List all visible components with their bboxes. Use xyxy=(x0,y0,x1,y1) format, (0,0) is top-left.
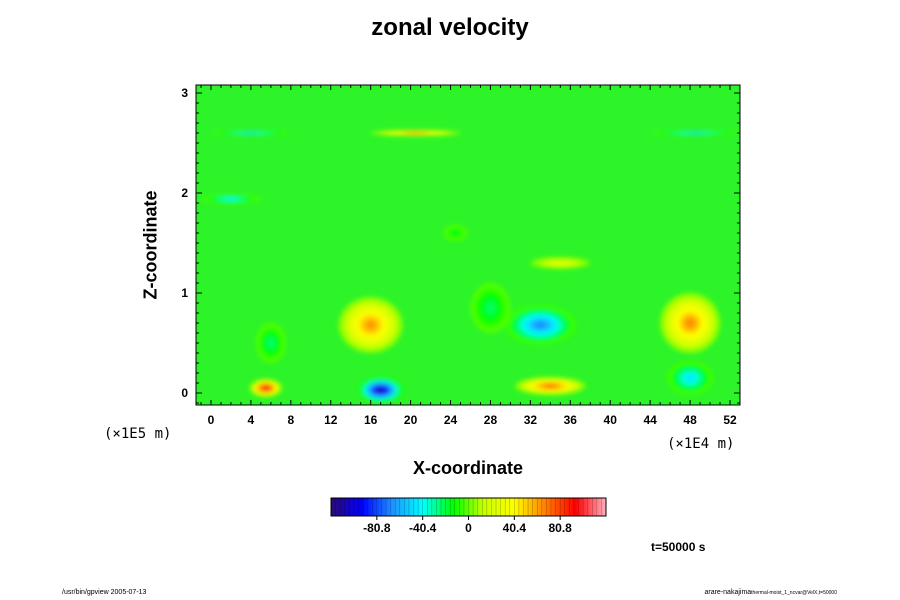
field-contour xyxy=(263,386,268,390)
y-tick-label: 3 xyxy=(181,86,188,100)
field-contour xyxy=(227,198,235,200)
field-feature xyxy=(504,305,577,345)
field-contour xyxy=(377,388,384,392)
colorbar-tick-label: -80.8 xyxy=(363,521,391,535)
field-feature xyxy=(370,130,461,136)
field-feature xyxy=(650,131,740,135)
field-contour xyxy=(687,375,693,381)
y-unit-label: (×1E5 m) xyxy=(104,426,172,442)
colorbar-tick-label: -40.4 xyxy=(409,521,437,535)
x-tick-label: 16 xyxy=(364,413,378,427)
footer-right-main: arare-nakajima xyxy=(704,589,752,596)
field-feature xyxy=(660,293,721,353)
field-contour xyxy=(488,305,493,311)
x-tick-label: 4 xyxy=(248,413,255,427)
time-label: t=50000 s xyxy=(651,540,706,554)
colorbar-tick-label: 80.8 xyxy=(548,521,572,535)
field-feature xyxy=(470,283,511,333)
plot-area xyxy=(195,84,741,406)
y-tick-label: 2 xyxy=(181,186,188,200)
field-feature xyxy=(667,361,714,395)
field-feature xyxy=(338,297,403,353)
field-feature xyxy=(515,377,586,395)
field-contour xyxy=(689,132,701,134)
x-unit-label: (×1E4 m) xyxy=(667,436,735,452)
field-feature xyxy=(530,257,591,269)
field-contour xyxy=(454,232,457,234)
field-feature xyxy=(357,377,404,403)
y-axis-label: Z-coordinate xyxy=(140,190,161,300)
x-tick-label: 40 xyxy=(604,413,618,427)
plot-frame xyxy=(195,84,741,406)
field-contour xyxy=(556,262,564,264)
x-tick-label: 8 xyxy=(287,413,294,427)
colorbar-tick-label: 0 xyxy=(465,521,472,535)
x-axis-label: X-coordinate xyxy=(412,458,524,478)
field-feature xyxy=(249,379,282,397)
footer-right-small: thermal-moist_1_ncvar@VelX,t=50000 xyxy=(751,590,837,596)
x-tick-label: 32 xyxy=(524,413,538,427)
field-contour xyxy=(546,384,555,388)
field-contour xyxy=(246,132,256,134)
x-tick-label: 48 xyxy=(683,413,697,427)
field-contour xyxy=(269,340,273,346)
x-tick-label: 0 xyxy=(208,413,215,427)
x-tick-label: 12 xyxy=(324,413,338,427)
field-feature xyxy=(200,194,261,204)
field-feature xyxy=(210,131,291,135)
field-feature xyxy=(255,323,286,363)
field-feature xyxy=(443,225,468,241)
y-tick-label: 0 xyxy=(181,386,188,400)
x-tick-label: 24 xyxy=(444,413,458,427)
x-tick-label: 28 xyxy=(484,413,498,427)
x-tick-label: 20 xyxy=(404,413,418,427)
field-contour xyxy=(536,322,545,328)
y-tick-label: 1 xyxy=(181,286,188,300)
chart-title: zonal velocity xyxy=(371,14,529,41)
field-contour xyxy=(366,321,375,329)
field-contour xyxy=(410,132,421,134)
plot-background xyxy=(196,85,740,405)
field-contour xyxy=(686,319,694,327)
footer-right: arare-nakajimathermal-moist_1_ncvar@VelX… xyxy=(704,589,837,596)
footer-left: /usr/bin/gpview 2005-07-13 xyxy=(62,589,147,596)
colorbar-tick-label: 40.4 xyxy=(503,521,527,535)
velocity-field xyxy=(200,130,740,403)
x-tick-label: 36 xyxy=(564,413,578,427)
x-tick-label: 44 xyxy=(643,413,657,427)
x-tick-label: 52 xyxy=(723,413,737,427)
colorbar: -80.8 -40.4 0 40.4 80.8 xyxy=(330,497,607,535)
